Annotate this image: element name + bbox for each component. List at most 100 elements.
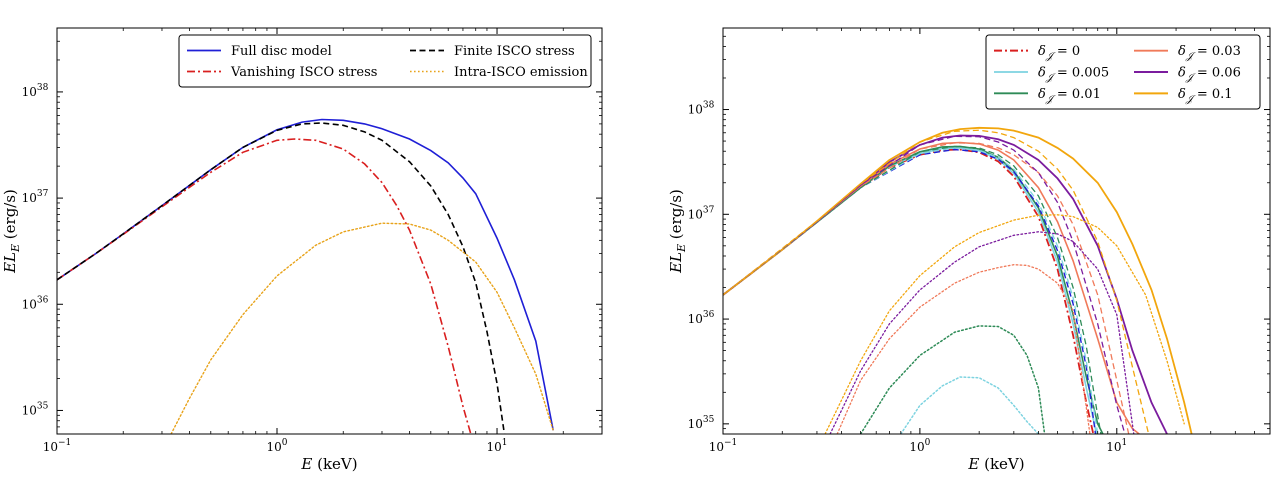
tick-exponent: 35 (703, 415, 715, 425)
series-line-2 (723, 145, 1104, 434)
y-axis-label: ELE (erg/s) (667, 189, 688, 274)
y-axis-var: EL (667, 252, 685, 274)
series-line-0 (723, 148, 1095, 434)
x-tick-label: 101 (1106, 438, 1127, 454)
legend-box (178, 34, 592, 88)
y-tick-label: 1038 (688, 101, 715, 117)
tick-exponent: 38 (703, 101, 715, 111)
plot-frame (722, 27, 1271, 435)
x-tick-label: 100 (267, 438, 288, 454)
tick-base: 10 (1106, 440, 1121, 454)
x-axis-unit: (keV) (312, 455, 357, 473)
series-line-10 (723, 135, 1126, 434)
tick-exponent: 36 (703, 310, 715, 320)
tick-base: 10 (22, 191, 37, 205)
x-tick-label: 10−1 (43, 438, 72, 454)
series-line-11 (723, 129, 1150, 434)
series-group (57, 118, 554, 434)
y-axis-unit: (erg/s) (667, 189, 685, 244)
legend-subscript: 𝒥 (1185, 51, 1197, 62)
x-axis-var: E (967, 455, 979, 473)
series-group (723, 126, 1193, 434)
series-line-7 (723, 147, 1099, 434)
tick-base: 10 (688, 417, 703, 431)
tick-base: 10 (43, 440, 58, 454)
tick-exponent: 35 (37, 401, 49, 411)
x-tick-label: 10−1 (709, 438, 738, 454)
tick-base: 10 (22, 403, 37, 417)
y-tick-label: 1038 (22, 83, 49, 99)
series-line-0 (57, 118, 554, 431)
tick-base: 10 (22, 85, 37, 99)
series-line-13 (859, 325, 1046, 434)
y-tick-label: 1036 (688, 310, 715, 326)
series-line-2 (57, 122, 506, 434)
series-line-1 (57, 138, 472, 434)
series-line-6 (723, 148, 1097, 434)
tick-exponent: 0 (925, 438, 931, 448)
x-tick-label: 100 (909, 438, 930, 454)
legend-label: δ𝒥 = 0.005 (1038, 66, 1109, 84)
x-tick-label: 101 (487, 438, 508, 454)
series-line-15 (829, 231, 1135, 434)
tick-exponent: 38 (37, 83, 49, 93)
y-tick-label: 1037 (688, 205, 715, 221)
series-line-5 (723, 126, 1193, 434)
legend-label: δ𝒥 = 0.03 (1178, 44, 1241, 62)
legend-label: Finite ISCO stress (454, 44, 575, 59)
legend-label: δ𝒥 = 0 (1038, 44, 1080, 62)
series-line-16 (824, 214, 1185, 434)
y-tick-label: 1035 (688, 415, 715, 431)
tick-base: 10 (688, 312, 703, 326)
tick-exponent: 36 (37, 295, 49, 305)
legend-subscript: 𝒥 (1045, 73, 1057, 84)
y-axis-var: EL (1, 252, 19, 274)
legend-subscript: 𝒥 (1045, 94, 1057, 105)
legend-label: δ𝒥 = 0.1 (1178, 87, 1233, 105)
legend-value: = 0.005 (1053, 66, 1109, 81)
x-axis-unit: (keV) (979, 455, 1024, 473)
legend-label: Vanishing ISCO stress (230, 65, 377, 80)
series-line-3 (723, 141, 1140, 434)
x-axis-label: E (keV) (300, 455, 357, 473)
y-axis-subscript: E (675, 244, 688, 253)
y-tick-label: 1037 (22, 189, 49, 205)
y-axis-unit: (erg/s) (1, 189, 19, 244)
series-line-12 (900, 376, 1040, 434)
tick-base: 10 (487, 440, 502, 454)
series-line-4 (723, 134, 1168, 434)
tick-exponent: −1 (58, 438, 71, 448)
x-axis-var: E (300, 455, 312, 473)
legend-delta: δ (1038, 87, 1046, 102)
legend-value: = 0.1 (1193, 87, 1233, 102)
legend-subscript: 𝒥 (1185, 73, 1197, 84)
y-axis-label: ELE (erg/s) (1, 189, 22, 274)
legend-label: δ𝒥 = 0.06 (1178, 66, 1241, 84)
tick-base: 10 (22, 297, 37, 311)
legend-delta: δ (1038, 44, 1046, 59)
legend-value: = 0.01 (1053, 87, 1101, 102)
legend-delta: δ (1178, 66, 1186, 81)
series-line-3 (170, 222, 554, 434)
legend-delta: δ (1038, 66, 1046, 81)
tick-exponent: 37 (703, 205, 715, 215)
tick-exponent: 37 (37, 189, 49, 199)
legend-subscript: 𝒥 (1045, 51, 1057, 62)
legend: Full disc model Vanishing ISCO stress Fini… (178, 34, 592, 88)
legend-label: δ𝒥 = 0.01 (1038, 87, 1101, 105)
legend-subscript: 𝒥 (1185, 94, 1197, 105)
legend-value: = 0 (1053, 44, 1080, 59)
tick-exponent: 1 (502, 438, 508, 448)
legend-value: = 0.03 (1193, 44, 1241, 59)
tick-exponent: −1 (724, 438, 737, 448)
tick-base: 10 (688, 207, 703, 221)
y-tick-label: 1035 (22, 401, 49, 417)
legend-delta: δ (1178, 44, 1186, 59)
series-line-9 (723, 142, 1130, 434)
legend-label: Intra-ISCO emission (454, 65, 588, 80)
legend-label: Full disc model (231, 44, 332, 59)
